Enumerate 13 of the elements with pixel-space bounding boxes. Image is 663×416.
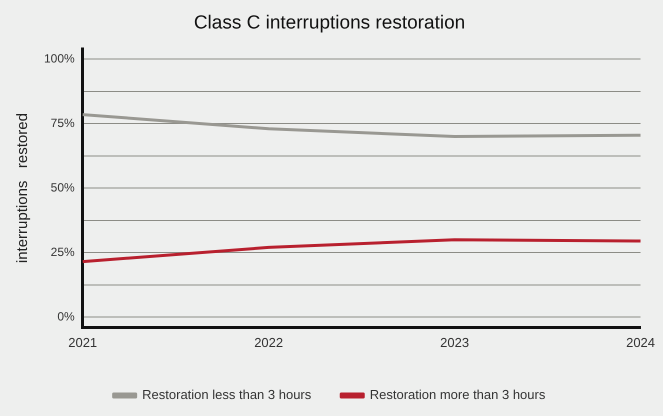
legend-label: Restoration less than 3 hours	[142, 387, 312, 402]
y-tick-label: 25%	[50, 244, 76, 259]
y-tick-label: 100%	[44, 51, 76, 66]
y-axis-title: interruptions restored	[14, 113, 32, 264]
x-tick-label: 2024	[626, 334, 655, 350]
x-tick-label: 2023	[440, 334, 470, 350]
y-tick-label: 75%	[50, 116, 76, 130]
x-tick-label: 2021	[68, 334, 98, 350]
x-tick-label: 2022	[254, 334, 284, 350]
y-tick-label: 0%	[57, 309, 76, 324]
y-tick-label: 50%	[50, 180, 76, 194]
chart-title: Class C interruptions restoration	[194, 12, 466, 34]
legend-label: Restoration more than 3 hours	[370, 387, 546, 402]
